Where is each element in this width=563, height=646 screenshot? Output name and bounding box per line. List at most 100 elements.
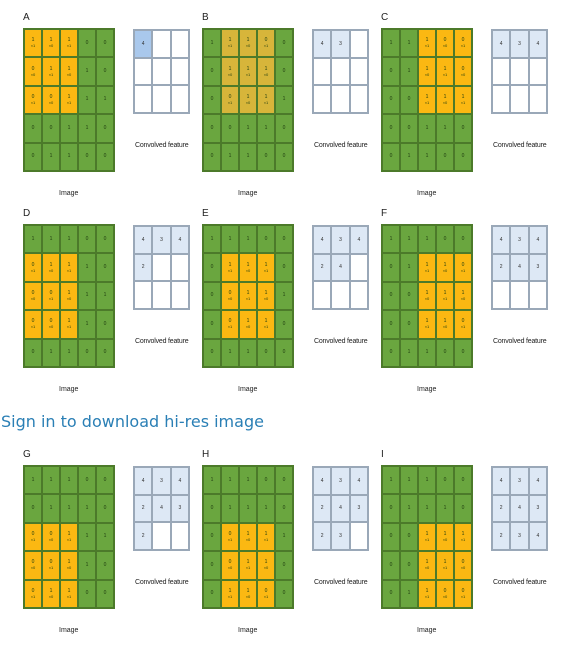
- image-cell: 0: [203, 253, 221, 282]
- image-cell: 1: [203, 225, 221, 254]
- pixel-value: 1: [443, 124, 447, 131]
- pixel-value: 1: [67, 318, 71, 325]
- kernel-cell: 1 ×1: [239, 57, 257, 86]
- pixel-value: 0: [282, 235, 286, 242]
- kernel-weight: ×0: [263, 565, 269, 571]
- image-cell: 1: [221, 338, 239, 367]
- kernel-weight: ×0: [48, 536, 54, 542]
- image-cell: 0: [382, 114, 400, 143]
- kernel-weight: ×1: [263, 43, 269, 49]
- pixel-value: 0: [282, 264, 286, 271]
- pixel-value: 1: [425, 153, 429, 160]
- image-cell: 1: [239, 225, 257, 254]
- image-cell: 1: [24, 466, 42, 495]
- pixel-value: 1: [85, 292, 89, 299]
- image-cell: 0: [454, 225, 472, 254]
- kernel-weight: ×1: [227, 99, 233, 105]
- kernel-weight: ×0: [263, 295, 269, 301]
- pixel-value: 0: [264, 587, 268, 594]
- pixel-value: 1: [443, 65, 447, 72]
- pixel-value: 1: [407, 235, 411, 242]
- image-cell: 0: [203, 142, 221, 171]
- pixel-value: 1: [425, 65, 429, 72]
- feature-cell: 2: [492, 494, 511, 523]
- pixel-value: 1: [246, 530, 250, 537]
- pixel-value: 0: [210, 96, 214, 103]
- image-cell: 1: [382, 225, 400, 254]
- image-cell: 0: [203, 57, 221, 86]
- kernel-weight: ×1: [30, 324, 36, 330]
- pixel-value: 1: [407, 505, 411, 512]
- feature-cell: 3: [528, 494, 547, 523]
- feature-cell: 2: [134, 522, 153, 550]
- feature-cell: 3: [510, 30, 529, 58]
- signin-download-link[interactable]: Sign in to download hi-res image: [1, 412, 264, 431]
- feature-cell: [510, 85, 529, 113]
- kernel-weight: ×1: [460, 324, 466, 330]
- kernel-weight: ×0: [48, 99, 54, 105]
- image-cell: 0: [400, 114, 418, 143]
- kernel-cell: 0 ×1: [221, 522, 239, 552]
- kernel-cell: 0 ×1: [24, 85, 42, 115]
- kernel-cell: 1 ×0: [257, 281, 275, 311]
- image-cell: 1: [382, 466, 400, 495]
- pixel-value: 1: [228, 587, 232, 594]
- kernel-cell: 0 ×0: [454, 57, 472, 86]
- kernel-weight: ×0: [245, 536, 251, 542]
- feature-cell: [349, 57, 368, 86]
- kernel-cell: 1 ×1: [60, 253, 78, 282]
- kernel-cell: 0 ×1: [221, 85, 239, 115]
- feature-cell: [331, 281, 350, 309]
- kernel-weight: ×1: [263, 593, 269, 599]
- feature-cell: 3: [331, 30, 350, 58]
- kernel-weight: ×0: [30, 295, 36, 301]
- pixel-value: 1: [407, 68, 411, 75]
- feature-cell: 4: [492, 30, 511, 58]
- pixel-value: 0: [282, 505, 286, 512]
- kernel-cell: 1 ×1: [239, 281, 257, 311]
- pixel-value: 0: [49, 530, 53, 537]
- feature-cell: 2: [313, 494, 332, 523]
- pixel-value: 0: [461, 65, 465, 72]
- image-caption: Image: [238, 627, 258, 634]
- kernel-cell: 1 ×0: [60, 281, 78, 311]
- feature-cell: 2: [134, 253, 153, 282]
- feature-caption: Convolved feature: [493, 142, 547, 149]
- image-cell: 0: [382, 579, 400, 608]
- kernel-cell: 0 ×1: [257, 579, 275, 608]
- feature-cell: 3: [510, 522, 529, 550]
- pixel-value: 1: [407, 590, 411, 597]
- feature-cell: [170, 85, 189, 113]
- kernel-weight: ×1: [460, 99, 466, 105]
- pixel-value: 1: [85, 68, 89, 75]
- image-cell: 0: [96, 466, 114, 495]
- kernel-weight: ×1: [227, 43, 233, 49]
- pixel-value: 0: [103, 590, 107, 597]
- kernel-cell: 1 ×1: [454, 522, 472, 552]
- pixel-value: 0: [85, 590, 89, 597]
- pixel-value: 1: [425, 318, 429, 325]
- pixel-value: 0: [210, 561, 214, 568]
- image-cell: 0: [24, 494, 42, 523]
- pixel-value: 1: [425, 559, 429, 566]
- pixel-value: 1: [443, 261, 447, 268]
- pixel-value: 0: [282, 561, 286, 568]
- image-cell: 1: [78, 494, 96, 523]
- image-cell: 0: [400, 310, 418, 339]
- image-cell: 1: [239, 142, 257, 171]
- pixel-value: 0: [282, 349, 286, 356]
- pixel-value: 1: [425, 530, 429, 537]
- feature-cell: 3: [510, 226, 529, 254]
- kernel-cell: 1 ×1: [60, 310, 78, 339]
- pixel-value: 1: [461, 530, 465, 537]
- kernel-weight: ×0: [424, 565, 430, 571]
- image-cell: 0: [96, 494, 114, 523]
- kernel-cell: 1 ×1: [418, 579, 436, 608]
- kernel-weight: ×0: [263, 71, 269, 77]
- feature-cell: 4: [313, 226, 332, 254]
- feature-caption: Convolved feature: [135, 579, 189, 586]
- feature-cell: 4: [528, 30, 547, 58]
- feature-cell: [134, 85, 153, 113]
- image-cell: 0: [382, 57, 400, 86]
